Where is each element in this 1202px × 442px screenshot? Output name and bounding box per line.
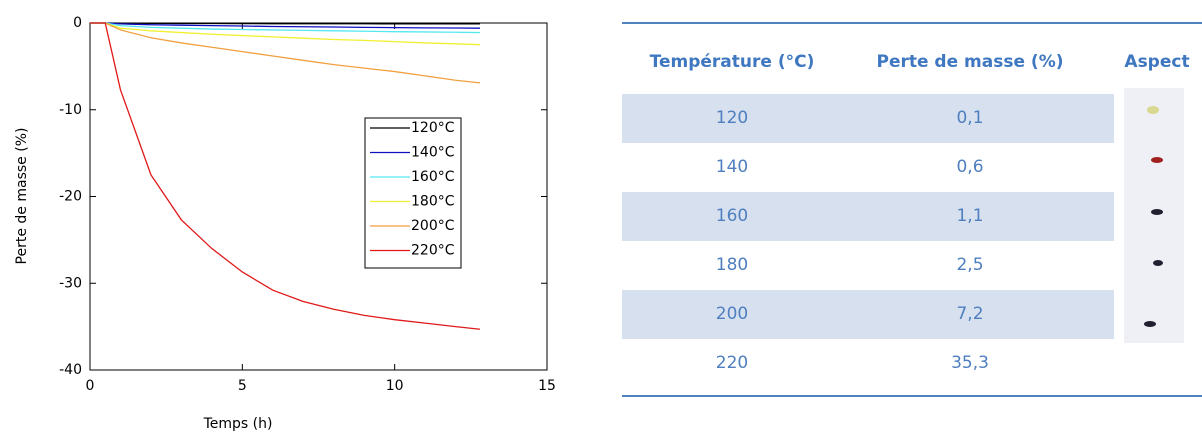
legend-label: 220°C (411, 243, 455, 259)
y-tick-label: -30 (59, 275, 82, 291)
x-tick-label: 15 (538, 378, 556, 394)
x-tick-label: 5 (238, 378, 247, 394)
sample-160 (1151, 209, 1163, 215)
x-axis-label: Temps (h) (203, 416, 273, 432)
table-cell: 140 (716, 157, 748, 177)
y-tick-label: -40 (59, 362, 82, 378)
row-band (622, 94, 1114, 143)
y-tick-label: -20 (59, 189, 82, 205)
legend-label: 180°C (411, 194, 455, 210)
sample-120 (1147, 106, 1159, 114)
x-tick-label: 10 (386, 378, 404, 394)
series-line (90, 22, 480, 46)
series-line (90, 22, 480, 34)
table-header: Perte de masse (%) (876, 52, 1063, 72)
sample-200 (1144, 321, 1156, 327)
table-cell: 200 (716, 304, 748, 324)
series-line (90, 22, 481, 330)
legend-label: 200°C (411, 218, 455, 234)
series-line (90, 22, 480, 29)
table-cell: 0,6 (956, 157, 983, 177)
table-header: Aspect (1124, 52, 1189, 72)
legend-label: 160°C (411, 169, 455, 185)
sample-180 (1153, 260, 1163, 266)
legend-label: 140°C (411, 145, 455, 161)
table-header: Température (°C) (650, 52, 815, 72)
table-cell: 160 (716, 206, 748, 226)
table-cell: 180 (716, 255, 748, 275)
y-tick-label: -10 (59, 102, 82, 118)
series-line (90, 22, 480, 25)
table-cell: 0,1 (956, 108, 983, 128)
table-cell: 2,5 (956, 255, 983, 275)
sample-140 (1151, 157, 1163, 163)
row-band (622, 192, 1114, 241)
table-cell: 35,3 (951, 353, 989, 373)
y-axis-label: Perte de masse (%) (14, 128, 30, 265)
legend-label: 120°C (411, 120, 455, 136)
table-cell: 120 (716, 108, 748, 128)
plot-frame (89, 22, 548, 371)
aspect-photo (1124, 88, 1184, 343)
table-cell: 220 (716, 353, 748, 373)
series-line (90, 22, 481, 84)
table-cell: 7,2 (956, 304, 983, 324)
table-cell: 1,1 (956, 206, 983, 226)
legend (364, 117, 462, 269)
y-tick-label: 0 (73, 15, 82, 31)
x-tick-label: 0 (86, 378, 95, 394)
row-band (622, 290, 1114, 339)
